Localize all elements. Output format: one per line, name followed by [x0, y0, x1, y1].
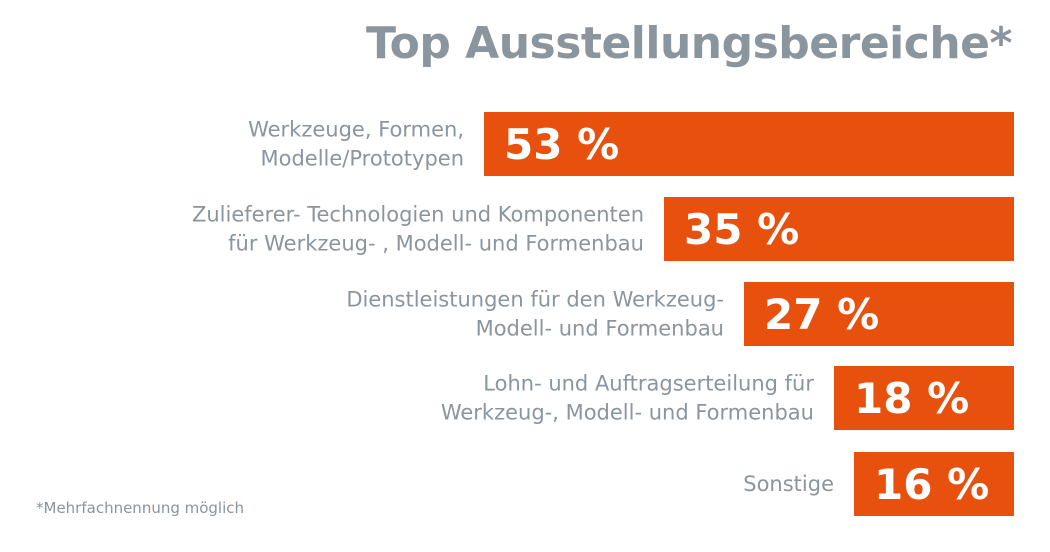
category-label: Dienstleistungen für den Werkzeug- [346, 288, 724, 312]
bar [854, 452, 1014, 516]
category-label: Lohn- und Auftragserteilung für [483, 372, 814, 396]
category-label: Zulieferer- Technologien und Komponenten [192, 203, 644, 227]
footnote: *Mehrfachnennung möglich [36, 499, 245, 517]
value-label: 53 % [504, 120, 619, 169]
category-label: Modelle/Prototypen [261, 147, 465, 171]
bar [664, 197, 1014, 261]
value-label: 16 % [874, 460, 989, 509]
value-label: 18 % [854, 374, 969, 423]
bar [834, 366, 1014, 430]
chart-title: Top Ausstellungsbereiche* [365, 18, 1013, 69]
category-label: für Werkzeug- , Modell- und Formenbau [228, 232, 644, 256]
category-label: Werkzeug-, Modell- und Formenbau [441, 401, 814, 425]
value-label: 35 % [684, 205, 799, 254]
bar [744, 282, 1014, 346]
category-label: Sonstige [743, 472, 834, 496]
category-label: Werkzeuge, Formen, [248, 118, 464, 142]
bar [484, 112, 1014, 176]
value-label: 27 % [764, 290, 879, 339]
category-label: Modell- und Formenbau [476, 317, 724, 341]
